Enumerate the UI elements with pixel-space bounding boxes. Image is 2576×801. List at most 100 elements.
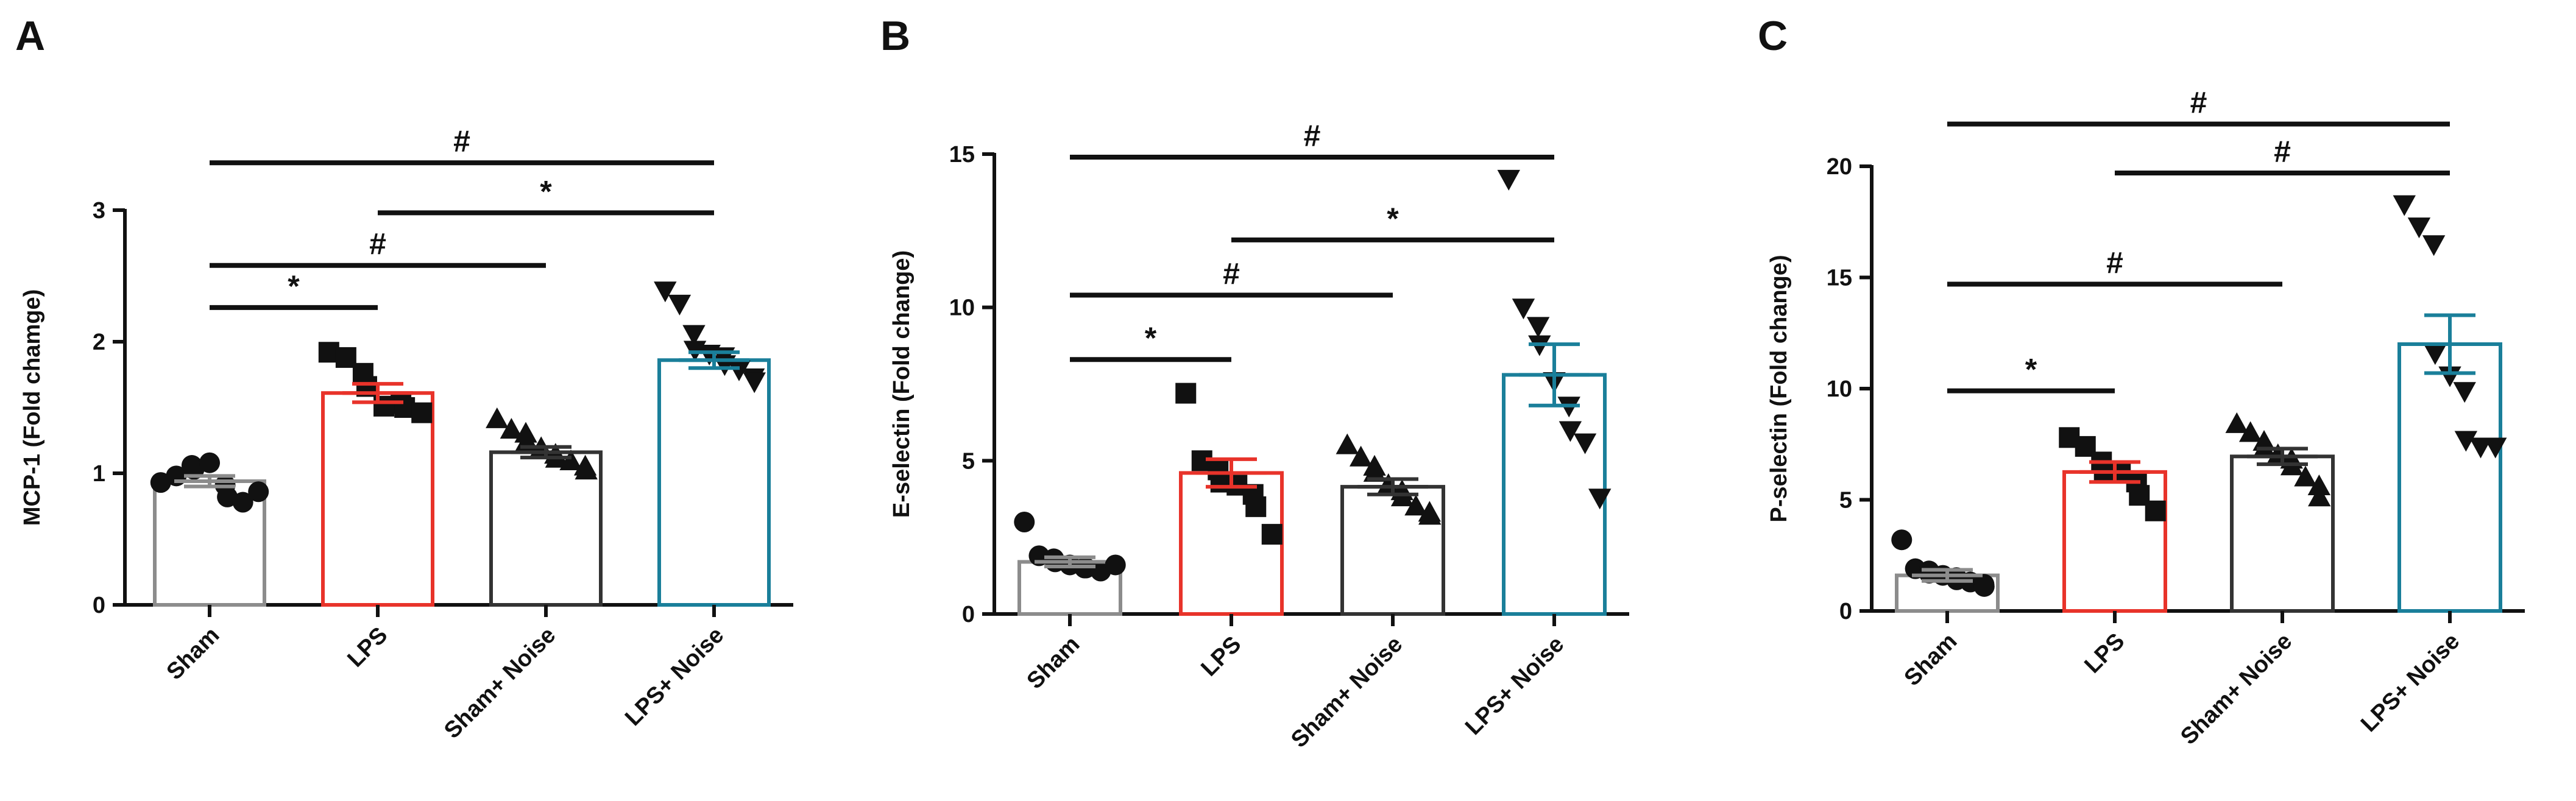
- y-axis-label: MCP-1 (Fold chamge): [19, 289, 45, 526]
- category-label: Sham+ Noise: [1286, 632, 1407, 753]
- data-point-triangle-down: [2424, 344, 2447, 365]
- data-point-triangle-down: [1526, 317, 1550, 338]
- data-point-triangle-down: [2422, 235, 2446, 256]
- data-point-triangle-down: [2484, 437, 2507, 459]
- panel-label: C: [1758, 13, 1788, 59]
- category-label: Sham+ Noise: [2176, 629, 2297, 750]
- y-tick-label: 10: [1827, 376, 1852, 402]
- significance-label: *: [540, 174, 552, 208]
- data-point-square: [2145, 500, 2166, 521]
- data-point-circle: [1891, 529, 1913, 551]
- chart-c: C 0 5 10 15 20 P-selectin (Fold change) Sham LPS…: [1758, 13, 2525, 750]
- y-tick-label: 0: [962, 602, 975, 627]
- category-label: Sham: [1022, 632, 1085, 694]
- data-point-triangle-up: [2307, 475, 2331, 496]
- data-point-circle: [150, 472, 171, 493]
- data-point-square: [1245, 496, 1267, 517]
- y-tick-label: 0: [93, 593, 105, 618]
- chart-b: B 0 5 10 15 E-selectin (Fold change) Sham LPS Sh…: [880, 13, 1629, 753]
- data-point-triangle-up: [575, 459, 598, 480]
- panel-label: B: [880, 13, 910, 59]
- data-point-circle: [217, 486, 238, 507]
- panel-a: A 0 1 2 3 MCP-1 (Fold chamge) Sham LPS Sham+ Noi…: [0, 0, 859, 801]
- data-point-triangle-up: [1336, 433, 1359, 454]
- data-point-square: [1261, 524, 1283, 545]
- y-tick-label: 3: [93, 198, 105, 224]
- y-tick-label: 10: [949, 295, 975, 321]
- y-tick-label: 2: [93, 330, 105, 355]
- category-label: LPS: [2079, 629, 2129, 679]
- data-point-triangle-up: [2238, 421, 2262, 442]
- data-point-triangle-down: [1497, 169, 1520, 191]
- significance-label: #: [1223, 257, 1240, 291]
- data-point-triangle-up: [486, 407, 509, 428]
- significance-label: *: [1387, 202, 1399, 236]
- data-point-circle: [248, 481, 269, 503]
- data-point-triangle-down: [2393, 195, 2416, 216]
- y-axis-label: P-selectin (Fold change): [1766, 255, 1792, 522]
- data-point-triangle-up: [2294, 465, 2317, 487]
- data-point-triangle-down: [2407, 217, 2431, 239]
- data-point-triangle-down: [2453, 382, 2476, 403]
- significance-label: *: [288, 269, 300, 303]
- data-point-triangle-up: [2225, 412, 2248, 433]
- data-point-triangle-down: [2454, 431, 2478, 452]
- panel-b: B 0 5 10 15 E-selectin (Fold change) Sham LPS Sh…: [865, 0, 1724, 801]
- significance-label: #: [2274, 135, 2291, 169]
- data-point-triangle-up: [500, 418, 523, 439]
- data-point-triangle-down: [727, 360, 751, 381]
- data-point-triangle-up: [559, 450, 582, 471]
- data-point-triangle-down: [682, 325, 706, 346]
- y-tick-label: 5: [1839, 488, 1852, 513]
- y-tick-label: 15: [1827, 266, 1852, 291]
- data-point-triangle-down: [654, 281, 677, 303]
- y-tick-label: 15: [949, 142, 975, 168]
- panel-c: C 0 5 10 15 20 P-selectin (Fold change) Sham LPS…: [1743, 0, 2576, 801]
- data-point-triangle-down: [2469, 437, 2493, 459]
- category-label: LPS+ Noise: [1460, 632, 1569, 740]
- data-point-triangle-down: [1573, 433, 1597, 454]
- significance-label: #: [369, 227, 386, 261]
- data-point-circle: [1973, 576, 1995, 597]
- significance-label: *: [1145, 321, 1157, 355]
- data-point-circle: [1105, 554, 1126, 576]
- data-point-triangle-down: [1588, 489, 1612, 510]
- data-point-square: [1175, 383, 1197, 404]
- category-label: LPS: [342, 623, 392, 672]
- y-axis-label: E-selectin (Fold change): [889, 250, 915, 518]
- bar: [657, 358, 771, 607]
- chart-a: A 0 1 2 3 MCP-1 (Fold chamge) Sham LPS Sham+ Noi…: [15, 13, 793, 744]
- significance-label: #: [1304, 119, 1321, 153]
- y-tick-label: 1: [93, 461, 105, 487]
- data-point-triangle-up: [1418, 504, 1442, 525]
- significance-label: *: [2025, 353, 2037, 387]
- category-label: LPS: [1196, 632, 1246, 682]
- data-point-square: [411, 402, 433, 423]
- data-point-circle: [1014, 512, 1035, 532]
- bar: [2062, 470, 2167, 613]
- bar: [1502, 373, 1607, 616]
- bar: [321, 391, 434, 607]
- category-label: LPS+ Noise: [2356, 629, 2465, 737]
- y-tick-label: 5: [962, 448, 975, 474]
- data-point-triangle-up: [1363, 460, 1387, 482]
- y-tick-label: 20: [1827, 154, 1852, 180]
- significance-label: #: [453, 124, 470, 158]
- category-label: Sham: [1899, 629, 1962, 691]
- data-point-circle: [232, 492, 253, 513]
- category-label: Sham: [161, 623, 224, 685]
- y-tick-label: 0: [1839, 599, 1852, 624]
- significance-label: #: [2190, 86, 2207, 120]
- data-point-triangle-down: [1512, 298, 1535, 320]
- category-label: Sham+ Noise: [439, 623, 561, 744]
- data-point-triangle-up: [1349, 445, 1373, 467]
- data-point-circle: [199, 452, 220, 473]
- data-point-triangle-down: [668, 294, 692, 316]
- data-point-triangle-up: [1404, 495, 1428, 516]
- data-point-triangle-down: [1559, 421, 1582, 442]
- panel-label: A: [15, 13, 45, 59]
- category-label: LPS+ Noise: [620, 623, 729, 731]
- data-point-triangle-down: [743, 372, 766, 393]
- significance-label: #: [2106, 245, 2123, 280]
- data-point-triangle-up: [2308, 485, 2331, 507]
